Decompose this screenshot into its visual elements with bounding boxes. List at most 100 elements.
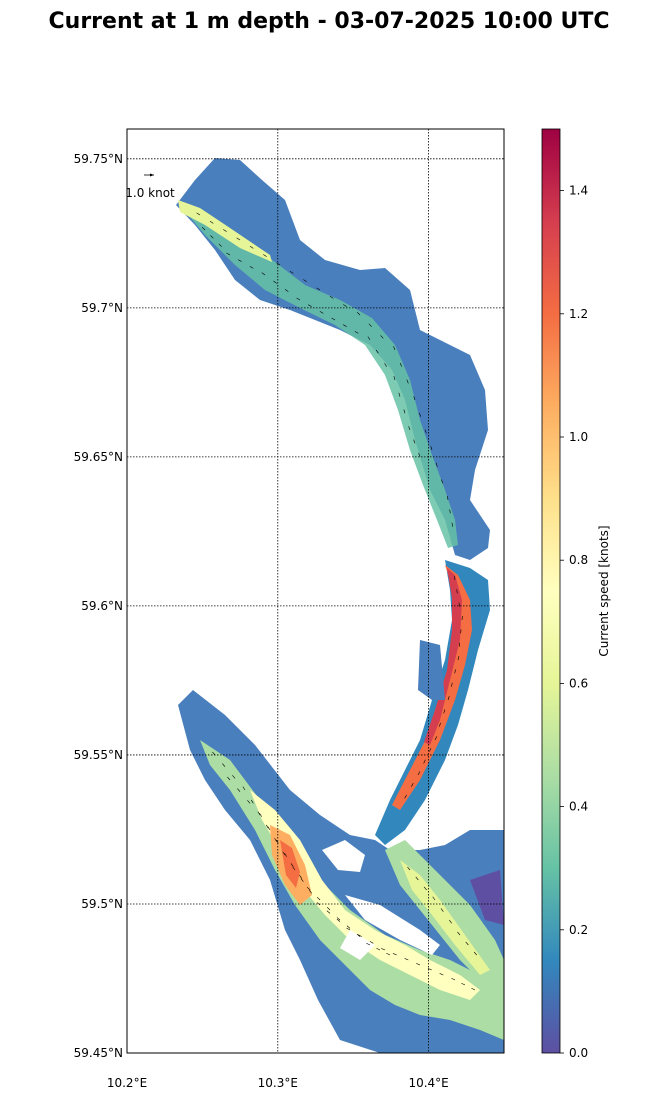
lon-label: 10.2°E <box>107 1076 147 1090</box>
current-arrow <box>430 446 433 451</box>
current-arrow <box>222 763 226 767</box>
current-arrow <box>429 747 432 752</box>
water-north-inner <box>180 205 458 548</box>
current-arrow <box>443 709 446 714</box>
lat-label: 59.65°N <box>74 450 123 464</box>
current-arrow <box>227 776 231 781</box>
lat-label: 59.6°N <box>81 599 123 613</box>
current-arrow <box>432 896 436 901</box>
current-arrow <box>454 576 456 581</box>
current-arrow <box>265 824 269 829</box>
colorbar-label: Current speed [knots] <box>597 525 611 656</box>
current-arrow <box>380 335 384 339</box>
longitude-labels: 10.2°E 10.3°E 10.4°E <box>107 1076 449 1090</box>
current-arrow <box>326 910 331 914</box>
current-arrow <box>457 656 460 661</box>
current-arrow <box>369 941 374 944</box>
current-arrow <box>210 235 214 239</box>
latitude-labels: 59.75°N 59.7°N 59.65°N 59.6°N 59.55°N 59.5°N 5… <box>74 152 123 1060</box>
current-arrow <box>416 963 421 966</box>
colorbar-tick-label: 0.2 <box>569 923 588 937</box>
lat-label: 59.5°N <box>81 897 123 911</box>
lat-label: 59.7°N <box>81 301 123 315</box>
current-arrow <box>406 379 409 384</box>
current-arrow <box>461 982 466 986</box>
current-arrow <box>451 522 453 527</box>
current-arrow <box>276 262 281 266</box>
current-arrow <box>309 889 312 894</box>
current-arrow <box>376 947 381 951</box>
current-arrow <box>413 396 416 401</box>
current-arrow <box>292 866 296 871</box>
current-arrow <box>296 297 301 301</box>
current-arrow <box>356 933 361 937</box>
current-arrow <box>223 229 227 232</box>
map-frame <box>126 128 505 1054</box>
water-strait-side <box>418 640 445 700</box>
current-arrow <box>336 918 341 922</box>
current-arrow <box>392 953 397 956</box>
current-arrow <box>226 252 231 256</box>
current-arrow <box>316 896 321 901</box>
current-arrow <box>343 304 347 307</box>
current-arrow <box>386 952 391 956</box>
current-arrow <box>356 311 361 316</box>
current-arrow <box>275 839 279 844</box>
current-arrow <box>381 948 386 951</box>
current-arrow <box>419 412 421 417</box>
current-arrow <box>232 775 236 779</box>
colorbar-tick-label: 1.4 <box>569 184 588 198</box>
current-arrow <box>424 429 427 434</box>
gridlines <box>127 129 504 1053</box>
current-arrow <box>358 934 362 937</box>
current-arrow <box>434 736 438 741</box>
current-arrow <box>316 287 321 291</box>
current-arrow <box>300 878 304 882</box>
current-arrow <box>447 496 449 501</box>
current-arrow <box>449 919 452 924</box>
island-1 <box>322 840 365 872</box>
current-arrow <box>238 259 242 262</box>
current-arrow <box>354 331 359 334</box>
map-panel <box>127 129 504 1053</box>
current-arrow <box>471 987 476 991</box>
current-arrow <box>413 439 416 444</box>
current-arrow <box>242 786 246 791</box>
current-arrow <box>423 759 426 764</box>
current-arrow <box>393 346 396 351</box>
quiver-key-label: 1.0 knot <box>125 186 175 200</box>
current-arrow <box>458 602 460 607</box>
current-arrow <box>247 800 251 804</box>
current-arrow <box>329 295 334 299</box>
current-arrow <box>441 479 443 484</box>
current-arrow <box>290 863 294 867</box>
current-arrow <box>368 323 372 327</box>
current-arrow <box>451 977 456 981</box>
current-arrow <box>375 349 379 354</box>
colorbar-tick-label: 0.6 <box>569 676 588 690</box>
water-strait-core <box>424 568 462 745</box>
current-arrow <box>367 336 371 341</box>
colorbar-tick-label: 1.2 <box>569 307 588 321</box>
current-arrow <box>306 886 311 891</box>
current-arrow <box>457 931 461 936</box>
current-arrow <box>196 212 201 216</box>
current-arrow <box>303 279 307 282</box>
current-arrow <box>201 226 206 231</box>
current-arrow <box>411 783 414 787</box>
current-arrow <box>439 973 444 976</box>
water-strait-jet <box>392 565 472 810</box>
current-arrow <box>282 851 286 856</box>
colorbar-tick-label: 1.0 <box>569 430 588 444</box>
current-arrow <box>274 838 277 842</box>
current-arrow <box>393 376 396 381</box>
current-arrow <box>415 876 419 881</box>
current-arrow <box>250 799 254 804</box>
current-arrow <box>319 311 324 314</box>
current-arrow <box>399 362 402 367</box>
current-arrow <box>435 462 438 467</box>
current-arrow <box>218 243 222 247</box>
colorbar-ticks: 0.0 0.2 0.4 0.6 0.8 1.0 1.2 1.4 <box>560 184 588 1060</box>
current-arrow <box>273 280 277 284</box>
current-arrow <box>343 324 347 327</box>
